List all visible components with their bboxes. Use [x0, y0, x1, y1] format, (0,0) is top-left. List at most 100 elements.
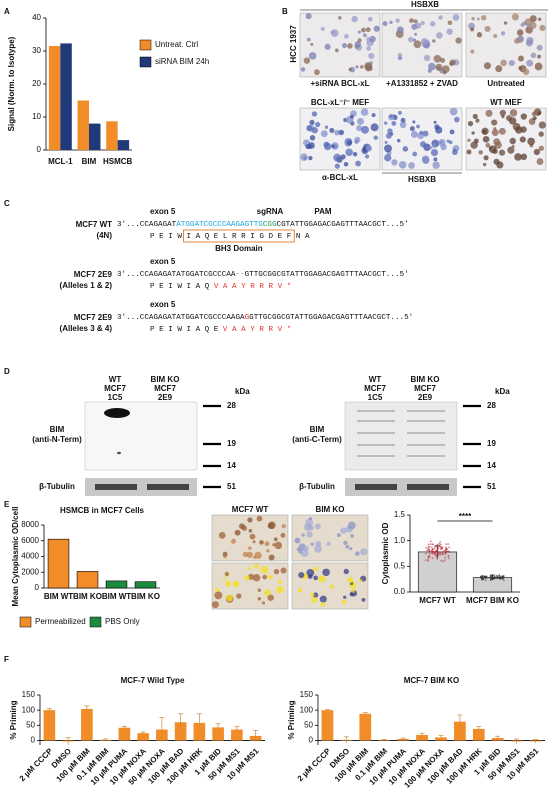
band: [407, 420, 445, 422]
cell: [539, 24, 546, 32]
cell-point: [431, 548, 434, 551]
cell: [313, 575, 318, 581]
bar: [134, 581, 157, 589]
cell: [471, 16, 475, 21]
y-tick-label: 40: [32, 13, 41, 22]
cell: [340, 154, 346, 160]
cell: [246, 551, 253, 558]
band: [104, 408, 130, 418]
cell: [421, 155, 430, 163]
cell: [430, 21, 436, 27]
cell: [239, 523, 245, 530]
cell: [264, 589, 271, 596]
cell-point: [431, 550, 434, 553]
cell: [311, 111, 318, 117]
cell: [367, 16, 373, 22]
cell: [326, 541, 331, 546]
cell: [248, 566, 252, 570]
cell: [313, 566, 318, 572]
cell: [369, 35, 376, 43]
cell-point: [448, 546, 451, 549]
cell-point: [437, 551, 439, 553]
cell: [449, 61, 454, 67]
x-tick-label: BIM WT: [102, 592, 131, 601]
cell-point: [484, 579, 487, 582]
cell: [398, 160, 407, 169]
cell: [253, 555, 257, 559]
sequence-part: G: [245, 314, 250, 322]
cell: [347, 577, 354, 584]
cell: [416, 124, 420, 129]
y-tick-label: 0.5: [394, 561, 406, 570]
panel-letter: D: [4, 367, 10, 376]
cell: [272, 543, 276, 547]
chart-title: MCF-7 BIM KO: [404, 676, 460, 685]
band: [95, 484, 137, 490]
cell: [356, 125, 363, 132]
cell: [509, 109, 518, 117]
cell: [225, 594, 233, 602]
cell-point: [490, 575, 493, 577]
y-tick-label: 100: [300, 705, 314, 714]
cell: [495, 65, 503, 73]
cell: [509, 137, 516, 145]
cell-point: [439, 553, 442, 556]
lane-label: BIM KO: [411, 375, 440, 384]
cell: [511, 13, 519, 21]
cell: [248, 546, 252, 550]
header: WT MEF: [490, 98, 522, 107]
cell: [522, 68, 530, 76]
caption: +A1331852 + ZVAD: [386, 79, 458, 88]
cell: [257, 597, 262, 601]
sequence-part: --: [235, 271, 244, 279]
cell: [357, 30, 361, 34]
side-label: HCC 1937: [289, 25, 298, 63]
cell-point: [438, 542, 441, 545]
bar: [231, 729, 243, 741]
cell: [361, 125, 369, 134]
cell: [466, 149, 472, 155]
bar: [378, 739, 391, 741]
band: [407, 484, 449, 490]
cell: [371, 113, 376, 118]
y-tick-label: 50: [26, 720, 35, 729]
sequence: 3'...CCAGAGATATGGATCGCCCAA--GTTGCGGCGTAT…: [117, 271, 409, 279]
cell-point: [445, 546, 447, 549]
cell-point: [427, 559, 430, 562]
cell-point: [437, 553, 440, 556]
panel-letter: C: [4, 199, 10, 208]
cell: [391, 121, 397, 126]
x-tick-label: BIM KO: [73, 592, 102, 601]
cell: [252, 540, 256, 544]
cell: [507, 146, 515, 154]
cell: [436, 32, 443, 39]
cell-point: [484, 577, 487, 579]
legend-swatch: [139, 56, 152, 68]
marker-label: 14: [227, 461, 236, 470]
cell-point: [491, 574, 494, 577]
cell: [449, 129, 455, 135]
cell: [306, 568, 315, 577]
exon-label: exon 5: [150, 207, 176, 216]
cell: [488, 145, 497, 154]
cell: [329, 127, 335, 133]
cell: [468, 22, 475, 30]
cell: [432, 39, 436, 43]
cell: [427, 68, 432, 73]
cell: [315, 541, 322, 548]
cell: [398, 110, 402, 115]
cell: [256, 515, 263, 522]
bar: [48, 46, 61, 150]
cell: [476, 32, 483, 38]
bar: [60, 43, 72, 150]
cell: [391, 159, 398, 166]
cell: [420, 21, 425, 26]
cell-point: [435, 550, 438, 553]
cell-point: [439, 540, 442, 543]
lane-label: 2E9: [418, 393, 433, 402]
cell-point: [444, 550, 447, 553]
cell: [498, 149, 506, 156]
cell: [223, 554, 227, 559]
y-tick-label: 0: [31, 736, 36, 745]
